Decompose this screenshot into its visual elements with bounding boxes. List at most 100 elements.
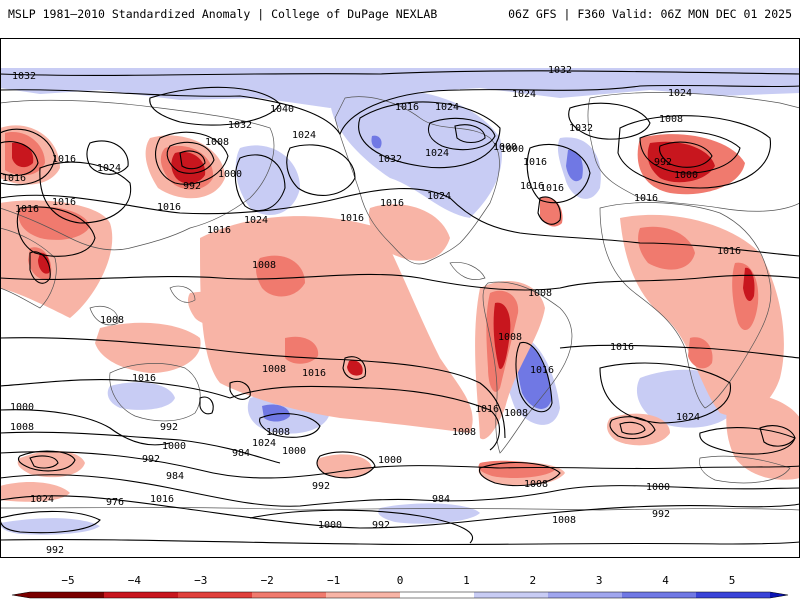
isobar-label: 1008	[266, 427, 290, 438]
isobar-label: 1024	[244, 215, 268, 226]
isobar-label: 1024	[676, 412, 700, 423]
isobar-label: 1008	[100, 315, 124, 326]
colorbar-segment	[252, 592, 326, 598]
isobar-label: 1008	[659, 114, 683, 125]
isobar-label: 1016	[520, 181, 544, 192]
isobar-label: 1016	[340, 213, 364, 224]
isobar-label: 992	[312, 481, 330, 492]
colorbar-tick-label: −4	[128, 574, 142, 587]
isobar-label: 1024	[30, 494, 54, 505]
colorbar-segment	[696, 592, 770, 598]
isobar-label: 1016	[207, 225, 231, 236]
colorbar-segment	[30, 592, 104, 598]
colorbar-segment	[104, 592, 178, 598]
colorbar-tick-label: −3	[194, 574, 207, 587]
colorbar-segment	[178, 592, 252, 598]
isobar-label: 976	[106, 497, 124, 508]
colorbar-ticks: −5 −4 −3 −2 −1 0 1 2 3 4 5	[61, 574, 735, 587]
isobar-label: 1024	[435, 102, 459, 113]
isobar-label: 992	[652, 509, 670, 520]
isobar-label: 1008	[552, 515, 576, 526]
colorbar-tick-label: 5	[729, 574, 736, 587]
colorbar-tick-label: −5	[61, 574, 74, 587]
colorbar: −5 −4 −3 −2 −1 0 1 2 3 4 5	[11, 574, 789, 599]
colorbar-tick-label: −2	[261, 574, 274, 587]
isobar-label: 1040	[270, 104, 294, 115]
isobar-label: 1016	[475, 404, 499, 415]
isobar-label: 1016	[52, 154, 76, 165]
colorbar-segment	[326, 592, 400, 598]
colorbar-tick-label: 3	[596, 574, 603, 587]
isobar-label: 992	[160, 422, 178, 433]
isobar-label: 1008	[504, 408, 528, 419]
isobar-label: 1000	[378, 455, 402, 466]
isobar-label: 1024	[292, 130, 316, 141]
strong-negative-anomaly-shading	[12, 141, 755, 376]
isobar-label: 1008	[452, 427, 476, 438]
colorbar-tick-label: 2	[529, 574, 536, 587]
isobar-label: 1008	[252, 260, 276, 271]
isobar-label: 1016	[150, 494, 174, 505]
isobar-contours	[0, 70, 800, 546]
colorbar-segment	[622, 592, 696, 598]
isobar-label: 1024	[97, 163, 121, 174]
isobar-label: 1032	[228, 120, 252, 131]
isobar-label: 1016	[540, 183, 564, 194]
isobar-label: 1024	[668, 88, 692, 99]
isobar-label: 1016	[610, 342, 634, 353]
isobar-label: 1000	[10, 402, 34, 413]
isobar-label: 984	[432, 494, 450, 505]
colorbar-tick-label: 0	[397, 574, 404, 587]
isobar-label: 1000	[500, 144, 524, 155]
isobar-label: 992	[142, 454, 160, 465]
isobar-label: 1008	[498, 332, 522, 343]
isobar-label: 1016	[634, 193, 658, 204]
model-run-info: 06Z GFS | F360 Valid: 06Z MON DEC 01 202…	[508, 7, 792, 21]
isobar-label: 1000	[162, 441, 186, 452]
strong-positive-anomaly-shading	[262, 135, 583, 422]
isobar-label: 1024	[512, 89, 536, 100]
isobar-label: 1032	[548, 65, 572, 76]
colorbar-outline	[11, 591, 789, 599]
colorbar-tick-label: 4	[662, 574, 669, 587]
colorbar-segment	[400, 592, 474, 598]
colorbar-high-extension	[770, 592, 788, 598]
isobar-label: 1000	[646, 482, 670, 493]
isobar-label: 1032	[378, 154, 402, 165]
isobar-label: 1000	[218, 169, 242, 180]
isobar-label: 1024	[252, 438, 276, 449]
isobar-label: 1016	[395, 102, 419, 113]
isobar-label: 984	[166, 471, 184, 482]
isobar-label: 1000	[318, 520, 342, 531]
isobar-label: 1032	[12, 71, 36, 82]
colorbar-fill	[11, 591, 789, 599]
isobar-label: 1016	[380, 198, 404, 209]
isobar-label: 1016	[302, 368, 326, 379]
isobar-label: 992	[372, 520, 390, 531]
isobar-label: 1008	[10, 422, 34, 433]
colorbar-low-extension	[12, 592, 30, 598]
isobar-label: 1016	[2, 173, 26, 184]
isobar-label: 1024	[425, 148, 449, 159]
isobar-label: 1016	[523, 157, 547, 168]
isobar-label: 1008	[528, 288, 552, 299]
colorbar-segment	[548, 592, 622, 598]
isobar-label: 1032	[569, 123, 593, 134]
isobar-label: 992	[46, 545, 64, 556]
isobar-label: 984	[232, 448, 250, 459]
isobar-label: 1016	[132, 373, 156, 384]
anomaly-map: 1032 1032 1024 1024 1040 1032 1016 1024 …	[0, 38, 800, 558]
colorbar-segment	[474, 592, 548, 598]
isobar-label: 992	[654, 157, 672, 168]
colorbar-tick-label: −1	[327, 574, 340, 587]
isobar-label: 1016	[717, 246, 741, 257]
isobar-label: 992	[183, 181, 201, 192]
isobar-label: 1000	[674, 170, 698, 181]
isobar-label: 1016	[52, 197, 76, 208]
isobar-label: 1008	[524, 479, 548, 490]
map-title: MSLP 1981–2010 Standardized Anomaly | Co…	[8, 7, 438, 21]
isobar-label: 1024	[427, 191, 451, 202]
isobar-label: 1016	[15, 204, 39, 215]
isobar-label: 1008	[262, 364, 286, 375]
colorbar-tick-label: 1	[463, 574, 470, 587]
